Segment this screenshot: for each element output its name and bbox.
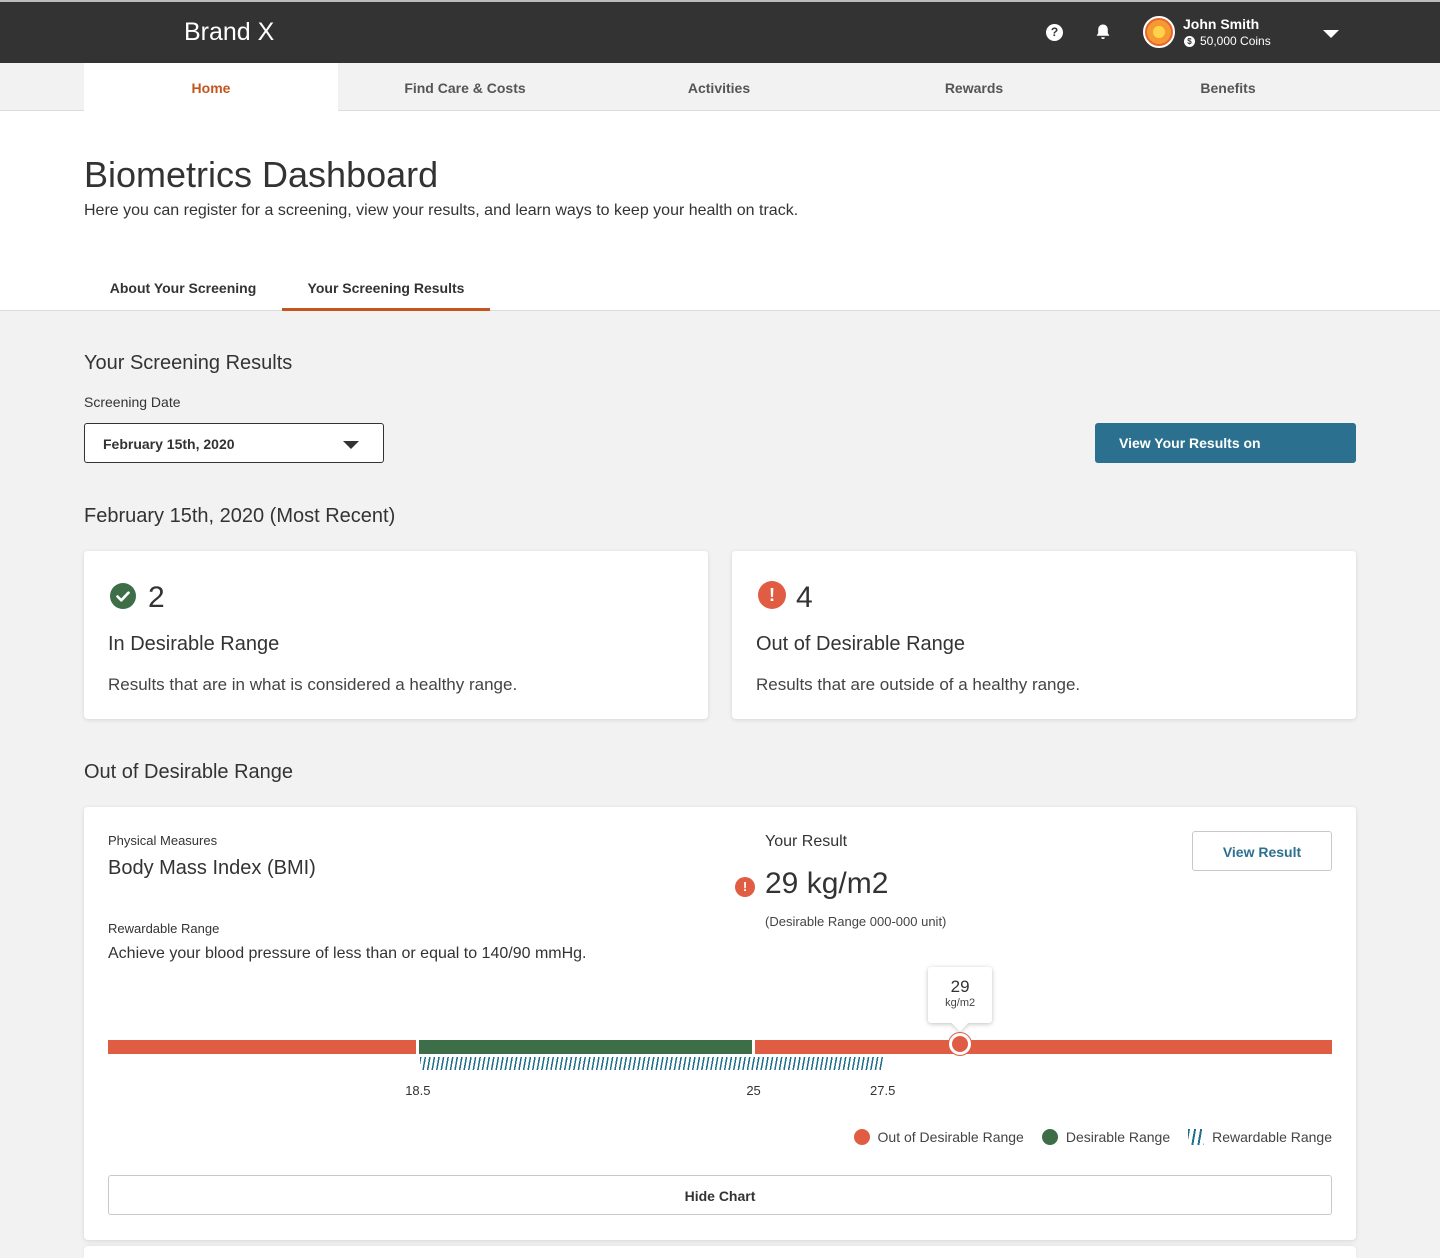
gauge-legend: Out of Desirable Range Desirable Range R… xyxy=(853,1129,1332,1145)
tab-about-screening[interactable]: About Your Screening xyxy=(109,280,257,296)
in-range-count: 2 xyxy=(148,581,165,614)
results-section-title: Your Screening Results xyxy=(84,352,293,374)
rewardable-range-hatch xyxy=(419,1057,883,1070)
measure-category: Physical Measures xyxy=(108,833,218,848)
out-of-range-segment-low xyxy=(108,1040,417,1054)
chevron-down-icon[interactable] xyxy=(1323,30,1339,38)
avatar[interactable] xyxy=(1143,16,1175,48)
coin-count: 50,000 Coins xyxy=(1200,34,1271,48)
tab-screening-results[interactable]: Your Screening Results xyxy=(282,271,490,311)
page-subtitle: Here you can register for a screening, v… xyxy=(84,202,799,219)
measure-name: Body Mass Index (BMI) xyxy=(108,857,316,879)
nav-item-find-care[interactable]: Find Care & Costs xyxy=(404,80,526,96)
hide-chart-button[interactable]: Hide Chart xyxy=(108,1175,1332,1215)
legend-label: Desirable Range xyxy=(1065,1129,1171,1145)
page-title: Biometrics Dashboard xyxy=(84,154,439,195)
out-of-range-count: 4 xyxy=(796,581,813,614)
result-tooltip: 29 kg/m2 xyxy=(928,967,993,1023)
chevron-down-icon xyxy=(343,441,359,449)
legend-label: Rewardable Range xyxy=(1212,1129,1332,1145)
next-card-edge xyxy=(84,1246,1356,1258)
recent-results-title: February 15th, 2020 (Most Recent) xyxy=(84,505,396,527)
rewardable-range-label: Rewardable Range xyxy=(108,921,220,936)
desirable-range-note: (Desirable Range 000-000 unit) xyxy=(765,914,947,929)
brand-logo[interactable]: Brand X xyxy=(184,18,275,46)
in-range-description: Results that are in what is considered a… xyxy=(108,675,518,694)
view-result-button[interactable]: View Result xyxy=(1192,831,1332,871)
your-result-label: Your Result xyxy=(765,833,848,850)
top-bar: Brand X ? John Smith $ 50,000 Coins xyxy=(0,0,1440,63)
bmi-range-gauge: 18.5 25 27.5 29 kg/m2 xyxy=(108,967,1332,1107)
out-of-range-description: Results that are outside of a healthy ra… xyxy=(756,675,1081,694)
check-circle-icon xyxy=(110,583,136,609)
legend-item-desirable: Desirable Range xyxy=(1041,1129,1171,1145)
desirable-range-segment xyxy=(419,1040,753,1054)
in-range-title: In Desirable Range xyxy=(108,633,280,655)
coin-icon: $ xyxy=(1184,35,1195,47)
notification-bell-icon[interactable] xyxy=(1094,23,1112,41)
tick-label: 18.5 xyxy=(405,1083,431,1098)
bmi-measure-card: Physical Measures Body Mass Index (BMI) … xyxy=(84,807,1356,1240)
tick-label: 27.5 xyxy=(870,1083,896,1098)
out-of-range-card: ! 4 Out of Desirable Range Results that … xyxy=(732,551,1356,719)
result-marker xyxy=(949,1033,972,1055)
rewardable-range-text: Achieve your blood pressure of less than… xyxy=(108,945,587,962)
alert-circle-icon: ! xyxy=(758,581,786,609)
legend-label: Out of Desirable Range xyxy=(877,1129,1024,1145)
out-of-range-section-title: Out of Desirable Range xyxy=(84,761,294,783)
nav-item-home[interactable]: Home xyxy=(84,63,338,111)
screening-date-label: Screening Date xyxy=(84,394,181,410)
alert-circle-icon: ! xyxy=(735,877,755,897)
in-range-card: 2 In Desirable Range Results that are in… xyxy=(84,551,708,719)
out-of-range-segment-high xyxy=(755,1040,1332,1054)
screening-date-select[interactable]: February 15th, 2020 xyxy=(84,423,384,463)
legend-dot-out-of-range xyxy=(853,1129,870,1145)
screening-date-value: February 15th, 2020 xyxy=(103,436,235,452)
coin-balance: $ 50,000 Coins xyxy=(1184,34,1271,48)
out-of-range-title: Out of Desirable Range xyxy=(756,633,966,655)
legend-dot-desirable xyxy=(1041,1129,1058,1145)
help-icon[interactable]: ? xyxy=(1046,24,1063,41)
user-name[interactable]: John Smith xyxy=(1183,16,1260,32)
nav-item-activities[interactable]: Activities xyxy=(687,80,751,96)
main-nav: Home Find Care & Costs Activities Reward… xyxy=(0,63,1440,111)
legend-hatch-rewardable xyxy=(1188,1129,1205,1145)
legend-item-rewardable: Rewardable Range xyxy=(1188,1129,1332,1145)
tooltip-value: 29 xyxy=(950,977,970,996)
nav-item-rewards[interactable]: Rewards xyxy=(944,80,1004,96)
result-value: 29 kg/m2 xyxy=(765,867,889,900)
tick-label: 25 xyxy=(746,1083,761,1098)
tooltip-unit: kg/m2 xyxy=(945,997,976,1009)
view-results-button[interactable]: View Your Results on xyxy=(1095,423,1356,463)
page-header: Biometrics Dashboard Here you can regist… xyxy=(0,111,1440,311)
nav-item-benefits[interactable]: Benefits xyxy=(1200,80,1256,96)
legend-item-out-of-range: Out of Desirable Range xyxy=(853,1129,1024,1145)
